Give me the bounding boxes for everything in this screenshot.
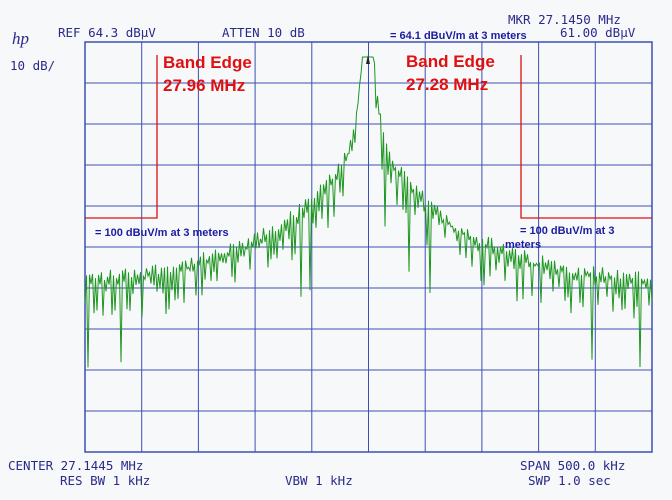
marker-note: = 64.1 dBuV/m at 3 meters xyxy=(390,30,527,42)
video-bandwidth: VBW 1 kHz xyxy=(285,473,353,488)
limit-line-right xyxy=(520,55,652,219)
marker-frequency: MKR 27.1450 MHz xyxy=(508,12,621,27)
reference-level: REF 64.3 dBµV xyxy=(58,25,156,40)
limit-note: = 100 dBuV/m at 3 xyxy=(520,225,614,237)
resolution-bandwidth: RES BW 1 kHz xyxy=(60,473,150,488)
band-edge-title: Band Edge xyxy=(163,53,252,72)
band-edge-frequency: 27.96 MHz xyxy=(163,76,245,95)
center-frequency: CENTER 27.1445 MHz xyxy=(8,458,143,473)
marker-level: 61.00 dBµV xyxy=(560,25,636,40)
limit-note: = 100 dBuV/m at 3 meters xyxy=(95,227,229,239)
scale: 10 dB/ xyxy=(10,58,55,73)
band-edge-frequency: 27.28 MHz xyxy=(406,75,488,94)
band-edge-title: Band Edge xyxy=(406,52,495,71)
limit-note: meters xyxy=(505,239,541,251)
graticule xyxy=(85,42,652,452)
marker-symbol xyxy=(366,55,370,64)
limit-line-left xyxy=(85,55,158,219)
graticule-frame xyxy=(84,41,653,453)
spectrum-trace xyxy=(84,56,653,368)
attenuation: ATTEN 10 dB xyxy=(222,25,305,40)
span: SPAN 500.0 kHz xyxy=(520,458,625,473)
logo: hp xyxy=(12,29,29,48)
sweep-time: SWP 1.0 sec xyxy=(528,473,611,488)
